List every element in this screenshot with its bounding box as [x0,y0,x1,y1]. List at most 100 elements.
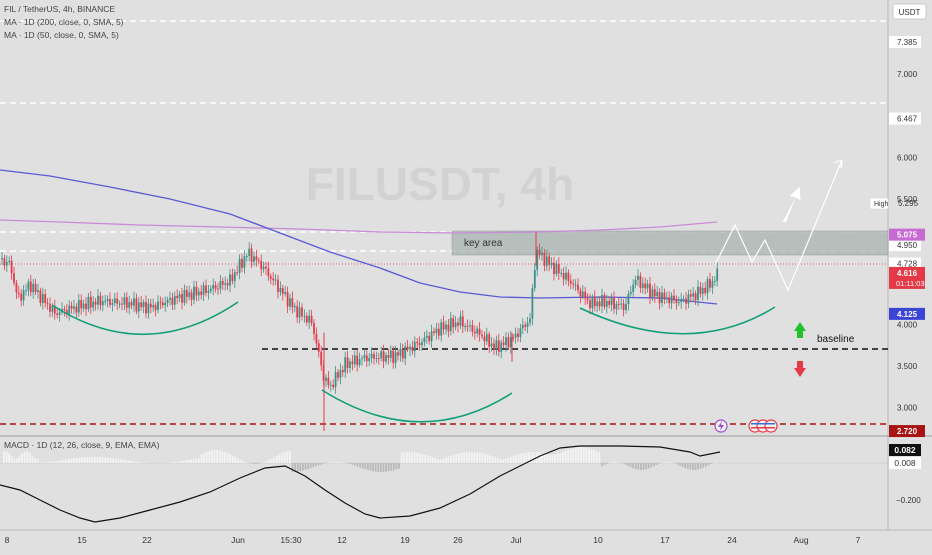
macd-bar [377,463,379,472]
candle-body [64,309,66,310]
macd-bar [6,451,8,463]
candle-body [304,316,306,317]
macd-bar [401,452,403,463]
candle-body [320,352,322,366]
candle-body [107,299,109,301]
candle-body [284,292,286,294]
candle-body [272,279,274,281]
level-label: 4.950 [897,241,918,250]
macd-bar [305,463,307,470]
ma50-legend[interactable]: MA · 1D (50, close, 0, SMA, 5) [4,30,119,40]
macd-bar [307,463,309,469]
candle-body [462,316,464,326]
macd-bar [435,458,437,463]
macd-bar [497,458,499,463]
time-label: Jun [231,535,245,545]
macd-bar [91,457,93,463]
candle-body [587,298,589,300]
macd-bar [136,462,138,463]
economic-events-icon[interactable] [749,420,777,432]
signal-value: 0.008 [894,458,916,468]
candle-body [97,296,99,305]
candle-body [539,250,541,255]
candle-body [263,267,265,270]
macd-bar [640,463,642,470]
candle-body [683,299,685,300]
macd-bar [518,454,520,463]
macd-bar [107,458,109,463]
candle-body [611,298,613,305]
candle-body [685,299,687,304]
key-area-box[interactable] [452,231,888,255]
time-label: 24 [727,535,737,545]
candle-body [589,300,591,308]
candle-body [198,291,200,295]
time-label: 12 [337,535,347,545]
macd-legend[interactable]: MACD · 1D (12, 26, close, 9, EMA, EMA) [4,440,159,450]
candle-body [512,338,514,339]
macd-bar [715,462,717,463]
candle-body [529,319,531,323]
candle-body [440,322,442,335]
macd-bar [601,463,603,466]
macd-bar [637,463,639,470]
macd-bar [76,458,78,463]
macd-bar [117,459,119,463]
candle-body [599,301,601,306]
macd-bar [331,462,333,463]
macd-bar [411,452,413,463]
macd-bar [414,452,416,463]
high-tag-label: High [874,201,889,208]
candle-body [366,355,368,361]
candle-body [414,342,416,351]
candle-body [654,289,656,296]
candle-body [227,283,229,285]
macd-bar [575,448,577,463]
candle-body [174,296,176,305]
ma200-legend[interactable]: MA · 1D (200, close, 0, SMA, 5) [4,17,124,27]
candle-body [388,355,390,358]
candle-body [661,293,663,303]
macd-axis-tick: −0.200 [896,496,921,505]
candle-body [556,264,558,274]
candle-body [332,385,334,387]
macd-bar [695,463,697,470]
candle-body [472,325,474,331]
candle-body [623,304,625,311]
macd-bar [58,461,60,463]
time-label: 15 [77,535,87,545]
macd-bar [624,463,626,465]
candle-body [104,301,106,302]
candle-body [364,355,366,358]
candle-body [620,304,622,305]
macd-bar [21,454,23,463]
candle-body [632,285,634,292]
macd-bar [110,458,112,463]
macd-line[interactable] [0,446,720,522]
macd-bar [398,463,400,469]
price-pane[interactable] [0,0,888,436]
candle-body [635,280,637,285]
symbol-legend[interactable]: FIL / TetherUS, 4h, BINANCE [4,4,115,14]
macd-bar [448,457,450,463]
candle-body [112,303,114,305]
macd-bar [120,459,122,463]
macd-bar [315,463,317,466]
macd-bar [617,462,619,463]
candle-body [575,285,577,286]
candle-body [35,284,37,292]
candle-body [702,288,704,294]
candle-body [42,294,44,303]
macd-bar [201,454,203,463]
candle-body [385,355,387,361]
candle-body [613,298,615,309]
macd-bar [492,456,494,463]
macd-bar [172,462,174,463]
macd-bar [237,458,239,463]
macd-bar [47,462,49,463]
candle-body [23,290,25,300]
macd-bar [130,461,132,463]
macd-histogram[interactable] [3,447,717,472]
